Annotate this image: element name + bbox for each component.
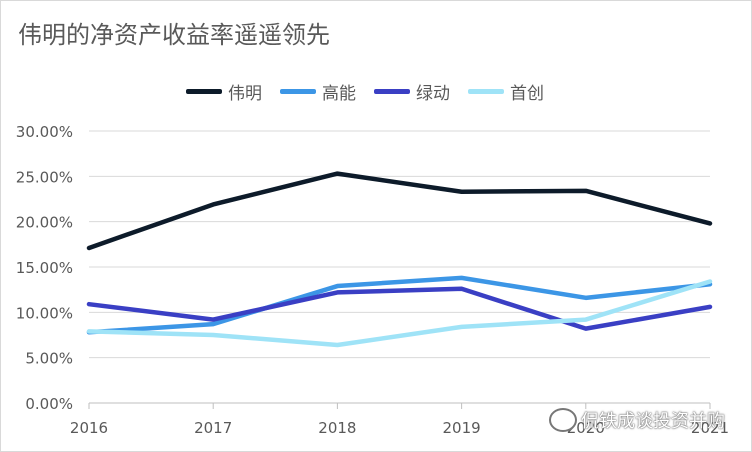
y-tick-label: 20.00% — [16, 214, 73, 232]
y-tick-label: 15.00% — [16, 259, 73, 277]
legend-item-lvdong: 绿动 — [374, 79, 450, 104]
y-tick-label: 25.00% — [16, 168, 73, 186]
legend-swatch-shouchuang — [468, 89, 504, 94]
y-tick-label: 0.00% — [25, 395, 73, 413]
legend-label-weiming: 伟明 — [228, 84, 262, 104]
y-tick-label: 10.00% — [16, 304, 73, 322]
watermark: 侃铁成谈投资并购 — [549, 407, 725, 433]
legend-item-weiming: 伟明 — [186, 79, 262, 104]
x-tick-label: 2016 — [70, 419, 108, 437]
legend-swatch-weiming — [186, 89, 222, 94]
x-tick-label: 2017 — [194, 419, 232, 437]
legend-label-gaoneng: 高能 — [322, 84, 356, 104]
series-line-3 — [86, 279, 713, 348]
x-tick-label: 2018 — [318, 419, 356, 437]
x-tick-label: 2021 — [691, 419, 729, 437]
legend-item-shouchuang: 首创 — [468, 79, 544, 104]
chart-title: 伟明的净资产收益率遥遥领先 — [18, 21, 330, 49]
chat-bubble-icon — [549, 408, 577, 432]
legend: 伟明 高能 绿动 首创 — [186, 79, 544, 104]
legend-swatch-lvdong — [374, 89, 410, 94]
series-line-1 — [86, 275, 713, 335]
y-tick-label: 5.00% — [25, 350, 73, 368]
legend-label-lvdong: 绿动 — [416, 84, 450, 104]
legend-swatch-gaoneng — [280, 89, 316, 94]
watermark-text: 侃铁成谈投资并购 — [581, 411, 725, 432]
series-line-2 — [86, 286, 713, 331]
x-tick-label: 2019 — [443, 419, 481, 437]
series-line-0 — [86, 171, 713, 251]
y-tick-label: 30.00% — [16, 123, 73, 141]
legend-label-shouchuang: 首创 — [510, 84, 544, 104]
legend-item-gaoneng: 高能 — [280, 79, 356, 104]
